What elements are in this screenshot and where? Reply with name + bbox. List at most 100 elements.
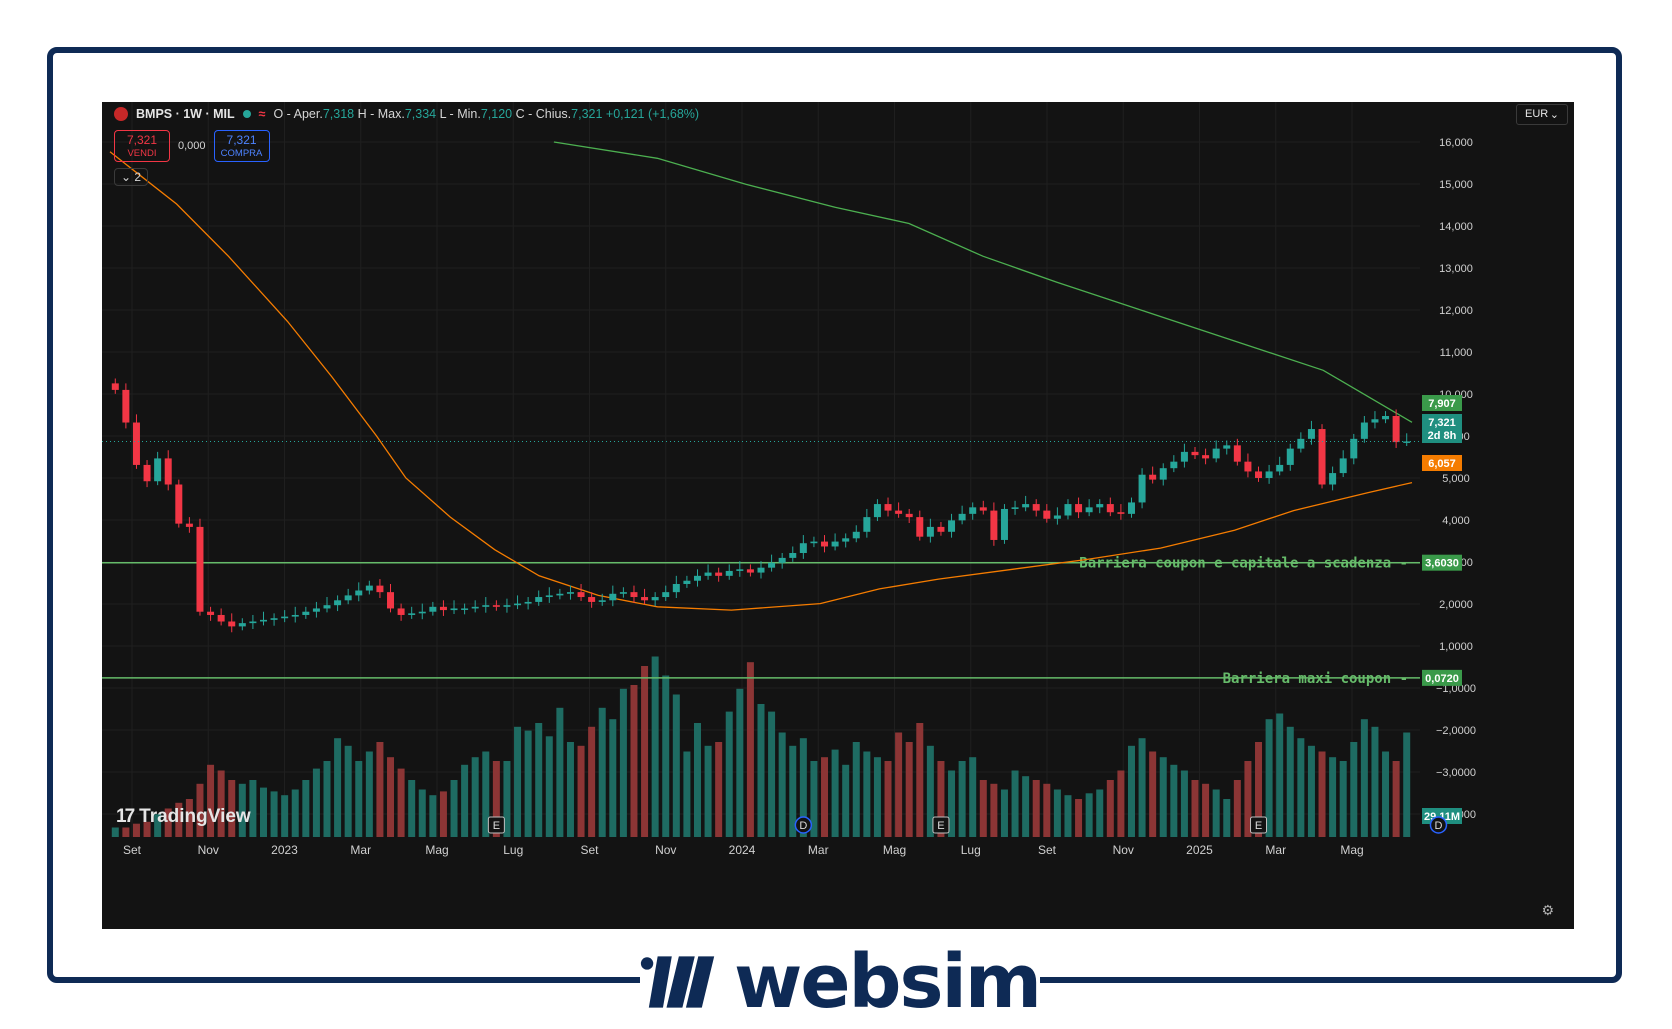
symbol-logo-icon — [114, 107, 128, 121]
candle-body — [376, 585, 384, 593]
volume-bar — [207, 764, 215, 837]
compare-icon[interactable]: ≈ — [258, 107, 266, 121]
x-tick-label: 2024 — [729, 843, 756, 857]
barrier-price-label: 0,0720 — [1425, 673, 1459, 685]
volume-bar — [1096, 789, 1104, 837]
volume-bar — [1159, 757, 1167, 837]
volume-bar — [302, 780, 310, 837]
candle-body — [196, 526, 204, 612]
volume-bar — [1032, 780, 1040, 837]
volume-bar — [651, 656, 659, 837]
price-chart[interactable]: 16,00015,00014,00013,00012,00011,00010,0… — [102, 102, 1574, 929]
volume-bar — [863, 751, 871, 837]
currency-select[interactable]: EUR ⌄ — [1516, 104, 1568, 125]
volume-bar — [884, 761, 892, 837]
candle-body — [1223, 445, 1231, 449]
volume-bar — [768, 711, 776, 837]
candle-body — [217, 614, 225, 622]
candle-body — [884, 504, 892, 511]
candle-body — [1159, 468, 1167, 480]
candle-body — [1117, 512, 1125, 514]
candle-body — [799, 543, 807, 553]
volume-bar — [566, 742, 574, 837]
volume-bar — [471, 757, 479, 837]
candle-body — [1085, 507, 1093, 513]
volume-bar — [175, 802, 183, 837]
ohlc-readout: O - Aper.7,318 H - Max.7,334 L - Min.7,1… — [273, 107, 700, 121]
candle-body — [164, 458, 172, 485]
candle-body — [302, 611, 310, 615]
volume-bar — [1022, 776, 1030, 837]
candle-body — [704, 572, 712, 576]
volume-bar — [164, 808, 172, 837]
volume-bar — [355, 761, 363, 837]
tradingview-logo: 17 TradingView — [116, 806, 251, 827]
volume-bar — [1382, 751, 1390, 837]
candle-body — [1297, 438, 1305, 449]
barrier-price-tag — [1422, 554, 1462, 571]
candle-body — [1202, 455, 1210, 459]
candle-body — [746, 569, 754, 573]
candle-body — [641, 597, 649, 601]
buy-button[interactable]: 7,321 COMPRA — [213, 130, 270, 162]
candle-body — [1318, 429, 1326, 485]
volume-bar — [704, 745, 712, 837]
volume-bar — [926, 745, 934, 837]
volume-bar — [397, 768, 405, 837]
volume-bar — [683, 751, 691, 837]
volume-bar — [1360, 719, 1368, 837]
y-tick-label: 13,000 — [1439, 263, 1473, 275]
y-tick-label: 16,000 — [1439, 137, 1473, 149]
candle-body — [1127, 502, 1135, 514]
candle-body — [1000, 508, 1008, 540]
candle-body — [1244, 461, 1252, 472]
candle-body — [471, 606, 479, 609]
candle-body — [514, 603, 522, 606]
x-tick-label: Mag — [883, 843, 906, 857]
volume-bar — [1297, 738, 1305, 837]
candle-body — [111, 383, 119, 390]
volume-bar — [895, 732, 903, 837]
candle-body — [1382, 416, 1390, 420]
x-tick-label: Set — [1038, 843, 1057, 857]
earnings-marker — [487, 816, 505, 834]
candle-body — [566, 592, 574, 594]
candle-body — [492, 605, 500, 607]
symbol-title[interactable]: BMPS · 1W · MIL — [136, 107, 235, 121]
sell-button[interactable]: 7,321 VENDI — [114, 130, 170, 162]
volume-bar — [1403, 732, 1411, 837]
barrier-price-label: 3,6030 — [1425, 558, 1459, 570]
ma-fast-price-label: 6,057 — [1428, 458, 1456, 470]
earnings-marker — [1250, 816, 1268, 834]
chart-settings-icon[interactable]: ⚙ — [1541, 902, 1554, 918]
volume-bar — [249, 780, 257, 837]
volume-bar — [323, 761, 331, 837]
candle-body — [312, 608, 320, 612]
last-price-label: 2d 8h — [1428, 430, 1457, 442]
y-tick-label: 5,000 — [1442, 473, 1470, 485]
barrier-label: Barriera coupon e capitale a scadenza - — [1079, 556, 1408, 572]
x-tick-label: Lug — [961, 843, 981, 857]
volume-bar — [1106, 780, 1114, 837]
x-tick-label: Nov — [198, 843, 219, 857]
x-tick-label: Mag — [1340, 843, 1363, 857]
candle-body — [1170, 461, 1178, 469]
indicators-toggle-button[interactable]: ⌄ 2 — [114, 168, 149, 186]
x-tick-label: Lug — [503, 843, 523, 857]
candle-body — [1371, 419, 1379, 423]
moving-average-slow — [553, 141, 1413, 423]
candle-body — [556, 593, 564, 596]
candle-body — [683, 580, 691, 584]
volume-bar — [588, 726, 596, 837]
chart-canvas[interactable]: 16,00015,00014,00013,00012,00011,00010,0… — [102, 102, 1574, 929]
candle-body — [863, 517, 871, 532]
volume-bar — [387, 757, 395, 837]
websim-mark-icon — [640, 956, 715, 1008]
chart-header: BMPS · 1W · MIL ≈ O - Aper.7,318 H - Max… — [114, 107, 699, 121]
volume-bar — [1064, 795, 1072, 837]
candle-body — [831, 541, 839, 547]
volume-bar — [1350, 742, 1358, 837]
chevron-down-icon: ⌄ — [1549, 109, 1559, 121]
volume-bar — [1255, 742, 1263, 837]
x-tick-label: Set — [580, 843, 599, 857]
